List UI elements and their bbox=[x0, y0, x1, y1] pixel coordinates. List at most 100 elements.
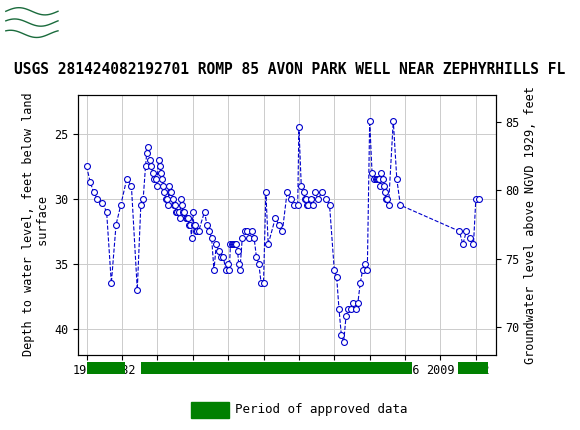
Point bbox=[302, 195, 311, 202]
Point bbox=[344, 306, 353, 313]
Point bbox=[102, 208, 111, 215]
Text: Period of approved data: Period of approved data bbox=[235, 403, 407, 416]
Point bbox=[161, 195, 171, 202]
Point bbox=[200, 208, 209, 215]
Point bbox=[311, 189, 320, 196]
Point bbox=[97, 199, 107, 206]
Point bbox=[209, 267, 219, 273]
Point bbox=[374, 176, 383, 183]
Y-axis label: Groundwater level above NGVD 1929, feet: Groundwater level above NGVD 1929, feet bbox=[524, 86, 537, 364]
Point bbox=[85, 178, 95, 185]
Point bbox=[245, 234, 254, 241]
Point bbox=[234, 260, 244, 267]
Point bbox=[342, 312, 351, 319]
Point bbox=[214, 247, 223, 254]
Point bbox=[169, 202, 179, 209]
Point bbox=[349, 299, 358, 306]
Bar bbox=[458, 362, 488, 374]
Point bbox=[158, 182, 168, 189]
Point bbox=[334, 306, 343, 313]
Point bbox=[382, 195, 391, 202]
Point bbox=[271, 215, 280, 221]
Point bbox=[294, 124, 303, 131]
Point bbox=[93, 195, 102, 202]
Point bbox=[261, 189, 270, 196]
Point bbox=[233, 247, 242, 254]
Point bbox=[274, 221, 284, 228]
Point bbox=[396, 202, 405, 209]
Point bbox=[351, 306, 360, 313]
Text: USGS: USGS bbox=[67, 13, 126, 32]
Point bbox=[136, 202, 146, 209]
Point bbox=[353, 299, 362, 306]
Point bbox=[256, 280, 266, 287]
Point bbox=[337, 332, 346, 339]
Point bbox=[167, 189, 176, 196]
Point bbox=[377, 169, 386, 176]
Point bbox=[181, 215, 190, 221]
Point bbox=[358, 267, 367, 273]
Point bbox=[164, 202, 173, 209]
Point bbox=[229, 241, 238, 248]
Point bbox=[89, 189, 98, 196]
Point bbox=[191, 228, 201, 235]
Point bbox=[173, 208, 182, 215]
Point bbox=[221, 267, 230, 273]
Point bbox=[471, 195, 480, 202]
Point bbox=[188, 208, 197, 215]
Point bbox=[223, 260, 233, 267]
Point bbox=[379, 182, 389, 189]
Point bbox=[194, 228, 203, 235]
Point bbox=[318, 189, 327, 196]
Point bbox=[174, 208, 183, 215]
Point bbox=[228, 241, 237, 248]
Point bbox=[162, 195, 172, 202]
Point bbox=[116, 202, 125, 209]
Point bbox=[365, 117, 374, 124]
Point bbox=[193, 228, 202, 235]
Point bbox=[111, 221, 121, 228]
Point bbox=[329, 267, 339, 273]
Point bbox=[186, 221, 195, 228]
Point bbox=[151, 176, 160, 183]
Point bbox=[154, 156, 163, 163]
Point bbox=[389, 117, 398, 124]
Point bbox=[360, 260, 369, 267]
Point bbox=[252, 254, 261, 261]
Point bbox=[202, 221, 212, 228]
Point bbox=[227, 241, 236, 248]
Bar bbox=[141, 362, 412, 374]
Point bbox=[380, 189, 390, 196]
Point bbox=[142, 150, 151, 157]
Point bbox=[299, 189, 308, 196]
Point bbox=[207, 234, 216, 241]
Point bbox=[176, 195, 186, 202]
Point bbox=[293, 202, 302, 209]
FancyBboxPatch shape bbox=[6, 6, 58, 40]
Bar bbox=[86, 362, 125, 374]
Point bbox=[247, 228, 256, 235]
Point bbox=[232, 241, 241, 248]
Point bbox=[179, 208, 188, 215]
Point bbox=[166, 189, 175, 196]
Point bbox=[372, 176, 382, 183]
Point bbox=[146, 156, 155, 163]
Point bbox=[375, 176, 384, 183]
Point bbox=[242, 228, 252, 235]
Point bbox=[139, 195, 148, 202]
Point bbox=[367, 169, 376, 176]
Point bbox=[182, 215, 191, 221]
Point bbox=[148, 169, 157, 176]
Point bbox=[370, 176, 379, 183]
Point bbox=[175, 215, 184, 221]
Point bbox=[346, 306, 356, 313]
Point bbox=[155, 163, 164, 169]
Point bbox=[238, 234, 247, 241]
Point bbox=[235, 267, 245, 273]
Text: USGS 281424082192701 ROMP 85 AVON PARK WELL NEAR ZEPHYRHILLS FL: USGS 281424082192701 ROMP 85 AVON PARK W… bbox=[14, 62, 566, 77]
Point bbox=[384, 202, 393, 209]
Point bbox=[177, 202, 187, 209]
Point bbox=[304, 202, 313, 209]
Point bbox=[187, 234, 196, 241]
Point bbox=[455, 228, 464, 235]
